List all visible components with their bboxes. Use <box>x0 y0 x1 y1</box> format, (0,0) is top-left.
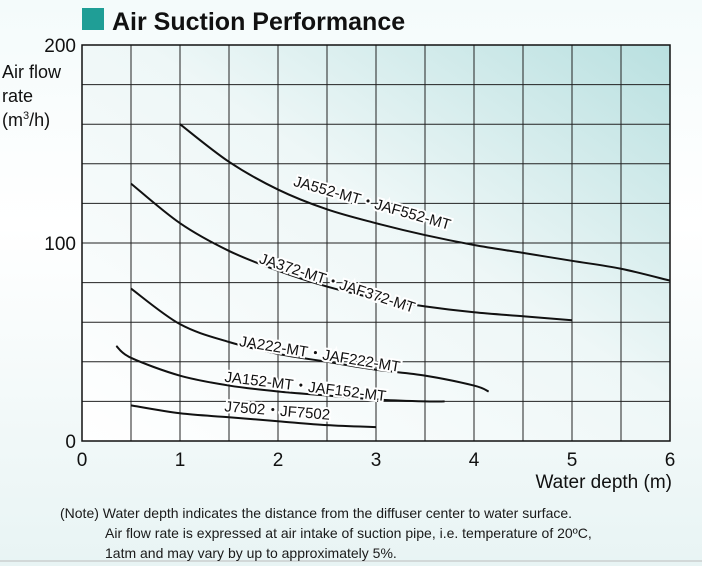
grid-lines <box>82 45 670 441</box>
x-tick-label: 5 <box>567 450 578 471</box>
y-tick-label: 200 <box>44 36 76 57</box>
plot-frame <box>81 44 671 442</box>
y-axis-label-line3: (m3/h) <box>2 110 50 130</box>
footnote-line-3: 1atm and may vary by up to approximately… <box>105 545 397 561</box>
series-line-1 <box>179 123 671 282</box>
series-line-5 <box>130 404 377 429</box>
axis-ticks: 0 1 2 3 4 5 6 0 100 200 <box>44 36 675 471</box>
x-tick-label: 4 <box>469 450 480 471</box>
y-axis-label-line1: Air flow <box>2 62 62 82</box>
footnote: (Note) Water depth indicates the distanc… <box>60 503 690 563</box>
x-tick-label: 6 <box>665 450 676 471</box>
chart-title: Air Suction Performance <box>112 8 405 36</box>
title-square-icon <box>82 8 104 30</box>
x-tick-label: 0 <box>77 450 88 471</box>
footnote-line-2: Air flow rate is expressed at air intake… <box>105 525 592 541</box>
x-tick-label: 2 <box>273 450 284 471</box>
x-tick-label: 3 <box>371 450 382 471</box>
y-tick-label: 0 <box>65 432 76 453</box>
y-tick-label: 100 <box>44 234 76 255</box>
x-tick-label: 1 <box>175 450 186 471</box>
series-line-3 <box>130 287 490 393</box>
y-axis-label-line2: rate <box>2 86 33 106</box>
x-axis-label: Water depth (m) <box>535 472 672 493</box>
footnote-line-1: (Note) Water depth indicates the distanc… <box>60 505 573 521</box>
series-line-2 <box>130 182 573 322</box>
series-group <box>115 123 671 429</box>
series-line-4 <box>115 345 445 403</box>
